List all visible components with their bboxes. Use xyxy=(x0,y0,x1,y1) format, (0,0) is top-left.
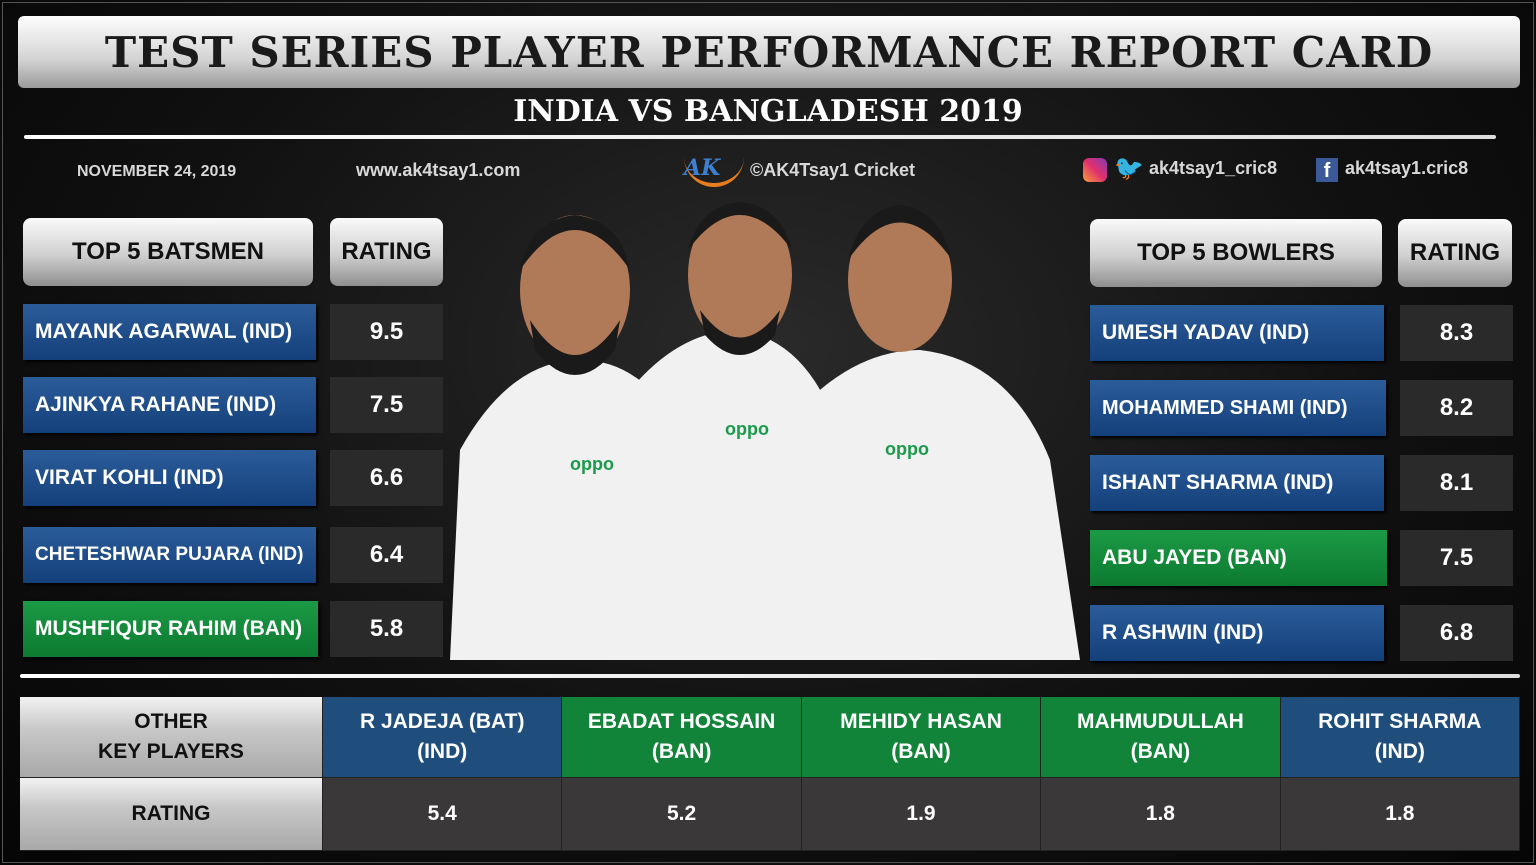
batsman-name: VIRAT KOHLI (IND) xyxy=(23,450,316,506)
svg-text:oppo: oppo xyxy=(725,419,769,439)
page-subtitle: INDIA VS BANGLADESH 2019 xyxy=(513,94,1023,129)
website-link[interactable]: www.ak4tsay1.com xyxy=(356,160,521,180)
twitter-icon[interactable]: 🐦 xyxy=(1114,155,1144,182)
batsman-name: CHETESHWAR PUJARA (IND) xyxy=(23,527,316,583)
date: NOVEMBER 24, 2019 xyxy=(77,163,237,180)
divider xyxy=(24,135,1496,139)
brand-name: ©AK4Tsay1 Cricket xyxy=(750,160,916,180)
other-player-name: EBADAT HOSSAIN (BAN) xyxy=(562,697,802,778)
other-player-rating: 1.8 xyxy=(1280,778,1520,851)
page-title: TEST SERIES PLAYER PERFORMANCE REPORT CA… xyxy=(104,27,1434,77)
bowler-name: UMESH YADAV (IND) xyxy=(1090,305,1384,361)
social-handle: ak4tsay1_cric8 xyxy=(1149,158,1278,178)
other-players-label: OTHER KEY PLAYERS xyxy=(20,697,323,778)
bowler-rating: 8.1 xyxy=(1400,455,1513,511)
other-player-name: MEHIDY HASAN (BAN) xyxy=(801,697,1042,778)
other-player-rating: 1.8 xyxy=(1041,778,1281,851)
svg-text:oppo: oppo xyxy=(570,454,614,474)
bowler-rating: 8.2 xyxy=(1400,380,1513,436)
batsman-rating: 6.6 xyxy=(330,450,443,506)
instagram-icon[interactable] xyxy=(1083,158,1107,182)
bowler-name: MOHAMMED SHAMI (IND) xyxy=(1090,380,1386,436)
other-key-players-table: OTHER KEY PLAYERS R JADEJA (BAT) (IND) E… xyxy=(20,697,1520,851)
ak-logo-icon: AK xyxy=(684,155,744,187)
batsman-name: MAYANK AGARWAL (IND) xyxy=(23,304,316,360)
batsmen-rating-header: RATING xyxy=(330,218,443,286)
bowlers-rating-header: RATING xyxy=(1398,219,1512,287)
batsman-name: AJINKYA RAHANE (IND) xyxy=(23,377,316,433)
bowlers-header: TOP 5 BOWLERS xyxy=(1090,219,1382,287)
facebook-icon[interactable]: f xyxy=(1316,158,1338,182)
other-player-name: ROHIT SHARMA (IND) xyxy=(1280,697,1520,778)
other-player-rating: 5.4 xyxy=(323,778,563,851)
bowler-rating: 7.5 xyxy=(1400,530,1513,586)
other-rating-label: RATING xyxy=(20,778,323,851)
title-bar: TEST SERIES PLAYER PERFORMANCE REPORT CA… xyxy=(18,16,1520,88)
batsmen-header: TOP 5 BATSMEN xyxy=(23,218,313,286)
bowler-name: ABU JAYED (BAN) xyxy=(1090,530,1387,586)
batsman-name: MUSHFIQUR RAHIM (BAN) xyxy=(23,601,318,657)
bowler-name: ISHANT SHARMA (IND) xyxy=(1090,455,1384,511)
batsman-rating: 6.4 xyxy=(330,527,443,583)
divider xyxy=(20,674,1520,678)
svg-text:oppo: oppo xyxy=(885,439,929,459)
other-player-rating: 1.9 xyxy=(801,778,1042,851)
bowler-name: R ASHWIN (IND) xyxy=(1090,605,1384,661)
facebook-handle: ak4tsay1.cric8 xyxy=(1345,158,1469,178)
other-player-rating: 5.2 xyxy=(562,778,802,851)
batsman-rating: 7.5 xyxy=(330,377,443,433)
batsman-rating: 9.5 xyxy=(330,304,443,360)
other-player-name: R JADEJA (BAT) (IND) xyxy=(323,697,563,778)
players-photo: oppo oppo oppo xyxy=(450,202,1080,660)
bowler-rating: 8.3 xyxy=(1400,305,1513,361)
batsman-rating: 5.8 xyxy=(330,601,443,657)
other-player-name: MAHMUDULLAH (BAN) xyxy=(1041,697,1281,778)
bowler-rating: 6.8 xyxy=(1400,605,1513,661)
